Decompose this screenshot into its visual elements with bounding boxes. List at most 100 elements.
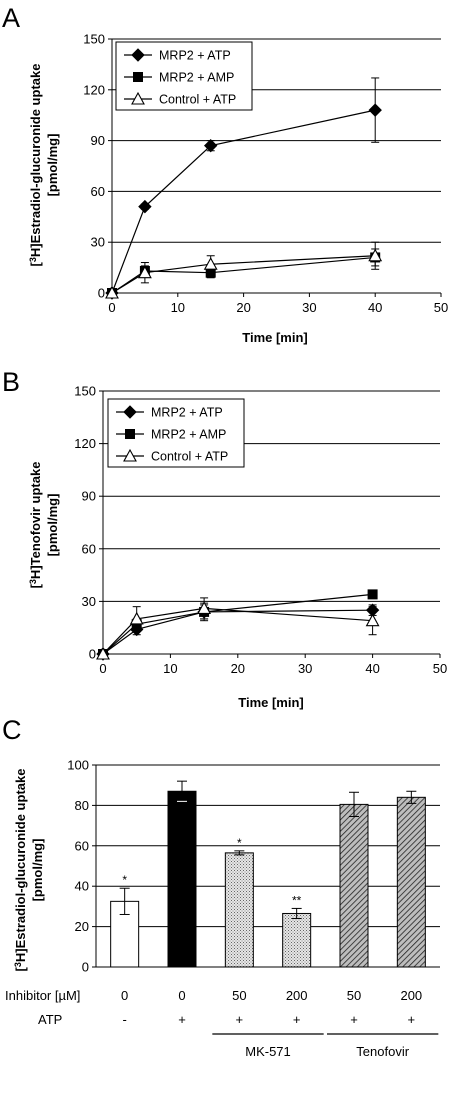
panel-a-data-point: [105, 285, 119, 299]
panel-b-xtick-label: 50: [433, 661, 447, 676]
panel-a-xtick-label: 0: [108, 300, 115, 315]
panel-c-significance-label: **: [292, 893, 302, 907]
panel-c-bar: [396, 796, 426, 968]
panel-c-inhibitor-value: 200: [286, 988, 308, 1003]
panel-c-inhibitor-value: 200: [400, 988, 422, 1003]
panel-a-ytick-label: 0: [98, 286, 105, 301]
panel-c-ytick-label: 0: [82, 960, 89, 975]
panel-a-ytick-label: 120: [83, 82, 105, 97]
panel-c-bar: [339, 803, 369, 968]
panel-a-ytick-label: 60: [91, 184, 105, 199]
panel-c-atp-value: +: [236, 1012, 244, 1027]
panel-b-data-point: [96, 646, 110, 660]
panel-c-ytick-label: 40: [75, 879, 89, 894]
panel-a-data-point: [203, 138, 218, 153]
panel-c-atp-value: +: [350, 1012, 358, 1027]
panel-a-series-line: [111, 256, 376, 294]
panel-c-atp-value: +: [293, 1012, 301, 1027]
panel-c-ytick-label: 60: [75, 838, 89, 853]
panel-c-inhibitor-value: 0: [178, 988, 185, 1003]
panel-a-data-point: [203, 257, 218, 270]
panel-b-xlabel: Time [min]: [238, 695, 304, 710]
panel-a-legend-label: Control + ATP: [159, 93, 236, 107]
panel-b-series-line: [102, 593, 373, 655]
panel-a-legend-marker: [131, 48, 145, 62]
panel-letter-b: B: [2, 367, 20, 397]
panel-letter-a: A: [2, 3, 20, 33]
panel-c-atp-value: -: [122, 1012, 126, 1027]
panel-c-plot: 0 20 40 60 80 100 * 0 - 0 + * 50 + ** 200 +50 +200 + Inhibi…: [5, 758, 440, 1059]
panel-a-ylabel-line2: [pmol/mg]: [45, 134, 60, 197]
panel-c-significance-label: *: [122, 873, 127, 887]
panel-c-atp-value: +: [178, 1012, 186, 1027]
panel-a-data-point: [368, 248, 383, 262]
panel-a-ytick-label: 90: [91, 133, 105, 148]
panel-b-series-line: [102, 607, 373, 655]
panel-c-ytick-label: 20: [75, 919, 89, 934]
panel-c-group-label: MK-571: [245, 1044, 291, 1059]
panel-b-data-point: [365, 613, 380, 627]
panel-b-xtick-label: 20: [231, 661, 245, 676]
panel-letter-c: C: [2, 715, 22, 745]
panel-b-ylabel-line1: [3H]Tenofovir uptake: [28, 462, 43, 589]
panel-a-ytick-label: 30: [91, 235, 105, 250]
panel-c-atp-row-label: ATP: [38, 1012, 62, 1027]
panel-b-ytick-label: 90: [82, 489, 96, 504]
panel-c-atp-value: +: [408, 1012, 416, 1027]
panel-a-xtick-label: 40: [368, 300, 382, 315]
panel-c-significance-label: *: [237, 836, 242, 850]
panel-a-xtick-label: 10: [171, 300, 185, 315]
panel-b-data-point: [129, 611, 144, 625]
panel-b-legend-label: MRP2 + AMP: [151, 428, 226, 442]
panel-a-legend-marker: [131, 91, 145, 105]
panel-a-ytick-label: 150: [83, 32, 105, 47]
panel-b-data-point: [367, 589, 378, 600]
panel-c-ylabel-line2: [pmol/mg]: [30, 839, 45, 902]
panel-a-xlabel: Time [min]: [242, 330, 308, 345]
panel-b-ytick-label: 30: [82, 594, 96, 609]
panel-b-ytick-label: 60: [82, 541, 96, 556]
panel-c-bar: [167, 790, 197, 968]
panel-a-xtick-label: 50: [434, 300, 448, 315]
panel-a-series-line: [111, 109, 376, 294]
panel-a-legend-marker: [133, 72, 143, 82]
panel-c-ytick-label: 80: [75, 798, 89, 813]
panel-b-data-point: [197, 601, 212, 614]
panel-a-ylabel-line1: [3H]Estradiol-glucuronide uptake: [28, 64, 43, 267]
panel-b-legend-marker: [123, 405, 137, 419]
panel-b-legend-label: MRP2 + ATP: [151, 406, 223, 420]
panel-a-legend-label: MRP2 + ATP: [159, 49, 231, 63]
panel-c-ytick-label: 100: [67, 758, 89, 773]
panel-c-inhibitor-value: 0: [121, 988, 128, 1003]
panel-a-xtick-label: 20: [236, 300, 250, 315]
panel-b-ylabel-line2: [pmol/mg]: [45, 494, 60, 557]
panel-a-data-point: [137, 265, 152, 279]
panel-c-inhibitor-value: 50: [232, 988, 246, 1003]
panel-b-ytick-label: 150: [74, 384, 96, 399]
panel-b-legend: MRP2 + ATP MRP2 + AMP Control + ATP: [107, 398, 245, 468]
panel-a-xtick-label: 30: [302, 300, 316, 315]
panel-b-legend-label: Control + ATP: [151, 450, 228, 464]
panel-c-inhibitor-row-label: Inhibitor [µM]: [5, 988, 80, 1003]
panel-c-ylabel-line1: [3H]Estradiol-glucuronide uptake: [13, 769, 28, 972]
panel-a-legend-label: MRP2 + AMP: [159, 71, 234, 85]
panel-a-series-line: [111, 255, 376, 294]
panel-a-data-point: [138, 199, 152, 214]
panel-c-bar: [282, 912, 312, 968]
panel-b-ytick-label: 120: [74, 436, 96, 451]
panel-c-inhibitor-value: 50: [347, 988, 361, 1003]
panel-c-group-label: Tenofovir: [356, 1044, 409, 1059]
panel-b-legend-marker: [125, 429, 135, 439]
panel-a-legend: MRP2 + ATP MRP2 + AMP Control + ATP: [115, 41, 253, 111]
panel-b-xtick-label: 40: [365, 661, 379, 676]
panel-b-ytick-label: 0: [89, 647, 96, 662]
panel-b-xtick-label: 30: [298, 661, 312, 676]
panel-b-xtick-label: 10: [163, 661, 177, 676]
panel-a-data-point: [368, 103, 382, 117]
panel-b-xtick-label: 0: [99, 661, 106, 676]
panel-b-legend-marker: [123, 448, 137, 462]
panel-c-bar: [224, 852, 254, 968]
